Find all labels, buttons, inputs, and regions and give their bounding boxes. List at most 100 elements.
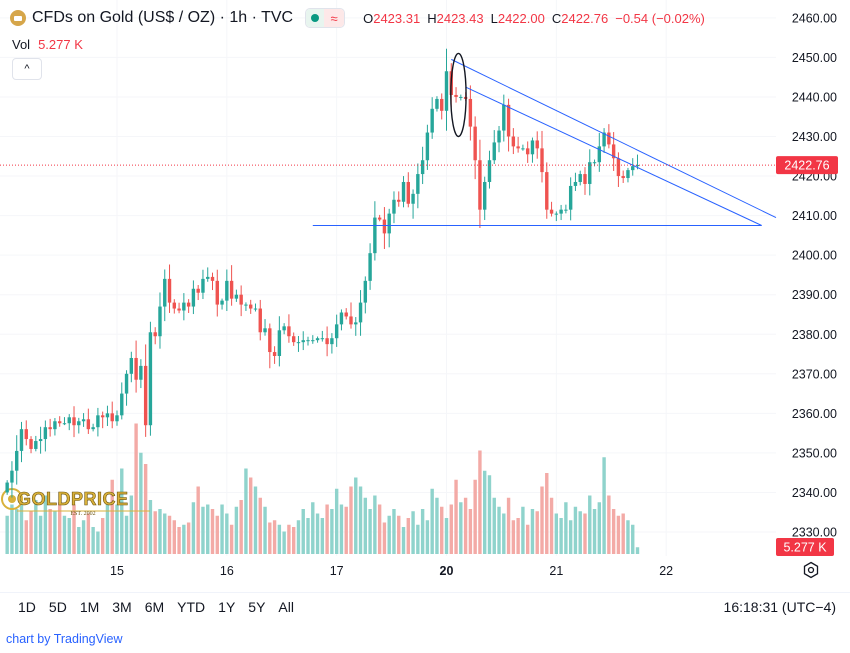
candle-body [607,132,611,145]
high-label: H [427,10,437,26]
range-ytd-button[interactable]: YTD [177,599,206,615]
volume-bar [129,495,134,554]
market-open-icon[interactable] [306,9,325,27]
volume-bar [568,520,573,554]
volume-bar [344,506,348,554]
candle-body [373,217,377,254]
candle-body [315,338,320,341]
candle-body [86,419,91,430]
candle-body [564,209,568,211]
price-tick-label: 2430.00 [792,130,837,144]
volume-bar [363,497,368,554]
candle-body [239,294,243,305]
gold-bar-icon [10,10,26,26]
symbol-title[interactable]: CFDs on Gold (US$ / OZ) · 1h · TVC [32,9,294,26]
price-tick-label: 2460.00 [792,11,837,25]
price-chart[interactable]: GOLDPRICE EST. 2002 2460.00 2450.00 2440.00… [0,0,850,592]
candle-body [483,181,487,210]
volume-bar [196,486,200,554]
volume-bar [635,547,640,554]
tradingview-credit-link[interactable]: chart by TradingView [6,632,123,646]
candle-body [29,439,33,449]
volume-bar [10,504,14,554]
time-tick-label: 20 [440,564,454,578]
price-tick-label: 2440.00 [792,90,837,104]
candle-body [124,373,129,394]
volume-bar [502,513,506,554]
candle-body [363,280,368,303]
candle-body [263,328,267,333]
candle-body [163,278,167,307]
range-all-button[interactable]: All [278,599,294,615]
candle-body [10,470,14,483]
volume-bar [34,500,38,554]
range-1y-button[interactable]: 1Y [218,599,236,615]
range-6m-button[interactable]: 6M [144,599,165,615]
volume-bar [287,524,291,554]
volume-bar [134,423,138,554]
candle-body [5,482,9,493]
volume-bar [468,509,473,554]
volume-bar [406,518,410,554]
candle-body [425,132,430,161]
range-1d-button[interactable]: 1D [18,599,36,615]
volume-bar [38,515,43,554]
volume-bar [497,506,501,554]
time-axis[interactable]: 15 16 17 20 21 22 [110,564,673,578]
candle-body [521,148,525,150]
range-3m-button[interactable]: 3M [112,599,132,615]
candle-body [502,104,506,131]
candle-body [139,365,143,380]
candle-body [401,181,406,202]
volume-bar [115,504,119,554]
market-status-pill[interactable]: ≈ [305,8,346,28]
price-tick-label: 2370.00 [792,367,837,381]
range-5y-button[interactable]: 5Y [248,599,266,615]
volume-bar [220,504,224,554]
volume-bar [602,457,606,554]
volume-bar [463,497,468,554]
trendlines[interactable] [312,52,777,226]
volume-bar [611,509,616,554]
price-axis[interactable]: 2460.002450.002440.002430.002420.002410.… [792,11,837,539]
volume-bar [559,518,563,554]
chart-legend: CFDs on Gold (US$ / OZ) · 1h · TVC ≈ O24… [0,0,775,80]
gear-icon[interactable] [802,561,820,579]
delayed-data-icon[interactable]: ≈ [324,9,345,27]
candle-body [96,415,100,428]
chevron-up-icon: ^ [24,63,30,75]
range-1m-button[interactable]: 1M [79,599,100,615]
volume-bar [53,511,57,554]
candle-body [234,294,239,299]
candle-body [24,429,28,440]
candle-body [588,162,592,184]
collapse-legend-button[interactable]: ^ [12,58,42,80]
candle-body [258,308,262,333]
candle-body [62,423,67,425]
candle-body [506,104,511,137]
volume-bar [244,468,248,554]
candle-body [568,185,573,210]
volume-bar [631,524,635,554]
volume-bar [583,513,587,554]
volume-legend: Vol 5.277 K [12,37,83,52]
volume-bar [435,497,439,554]
candle-body [530,140,535,155]
volume-bar [29,511,33,554]
candle-body [621,176,625,179]
last-price-text: 2422.76 [784,159,829,173]
volume-bar [425,520,430,554]
timezone-clock[interactable]: 16:18:31 (UTC−4) [723,599,836,615]
volume-label[interactable]: Vol [12,37,31,52]
candle-body [626,170,630,179]
volume-bar [143,464,148,554]
candle-body [420,160,425,175]
volume-bar [139,452,143,554]
candle-body [229,280,234,299]
range-5d-button[interactable]: 5D [48,599,67,615]
volume-bar [253,486,258,554]
volume-bar [167,515,172,554]
price-tick-label: 2330.00 [792,526,837,540]
volume-bar [296,520,301,554]
price-tick-label: 2400.00 [792,249,837,263]
